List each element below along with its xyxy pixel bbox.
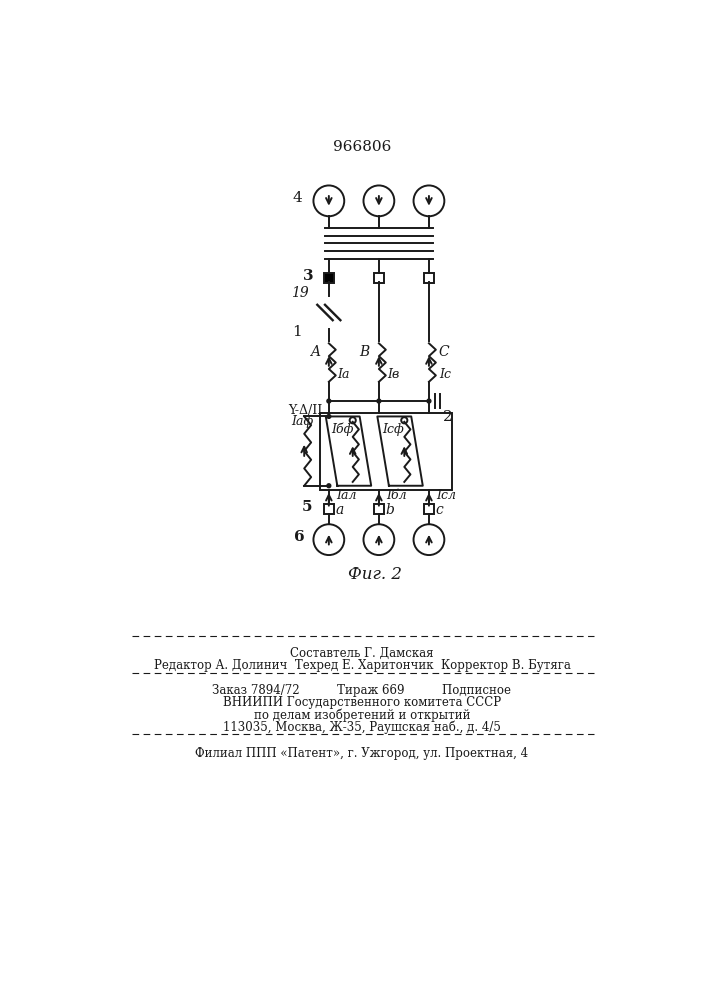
Text: Iа: Iа: [337, 368, 350, 381]
Text: Составтель Г. Дамская: Составтель Г. Дамская: [290, 647, 433, 660]
Bar: [424, 504, 434, 514]
Bar: [374, 504, 384, 514]
Text: Iбл: Iбл: [386, 489, 407, 502]
Text: Y-Δ/ΙΙ: Y-Δ/ΙΙ: [288, 404, 322, 417]
Circle shape: [327, 415, 331, 418]
Text: Iс: Iс: [439, 368, 451, 381]
Text: 966806: 966806: [333, 140, 391, 154]
Circle shape: [377, 399, 381, 403]
Circle shape: [327, 484, 331, 488]
Text: Заказ 7894/72          Тираж 669          Подписное: Заказ 7894/72 Тираж 669 Подписное: [212, 684, 511, 697]
Text: 5: 5: [301, 500, 312, 514]
Bar: [320, 413, 452, 490]
Text: 4: 4: [292, 191, 302, 205]
Text: 113035, Москва, Ж-35, Раушская наб., д. 4/5: 113035, Москва, Ж-35, Раушская наб., д. …: [223, 721, 501, 734]
Text: 19: 19: [291, 286, 308, 300]
Bar: [324, 504, 334, 514]
Text: Iал: Iал: [336, 489, 356, 502]
Text: ВНИИПИ Государственного комитета СССР: ВНИИПИ Государственного комитета СССР: [223, 696, 501, 709]
Text: Фиг. 2: Фиг. 2: [348, 566, 402, 583]
Text: Iсл: Iсл: [436, 489, 456, 502]
Text: c: c: [436, 503, 443, 517]
Text: a: a: [336, 503, 344, 517]
Bar: [424, 273, 434, 283]
Text: A: A: [310, 345, 320, 359]
Text: Iбф: Iбф: [331, 422, 353, 436]
Text: Редактор А. Долинич  Техред Е. Харитончик  Корректор В. Бутяга: Редактор А. Долинич Техред Е. Харитончик…: [153, 659, 571, 672]
Text: 1: 1: [292, 325, 302, 339]
Bar: [374, 273, 384, 283]
Text: Iаф: Iаф: [291, 415, 313, 428]
Bar: [324, 273, 334, 283]
Circle shape: [427, 399, 431, 403]
Text: Iсф: Iсф: [382, 423, 404, 436]
Circle shape: [327, 399, 331, 403]
Text: Филиал ППП «Патент», г. Ужгород, ул. Проектная, 4: Филиал ППП «Патент», г. Ужгород, ул. Про…: [195, 747, 529, 760]
Text: B: B: [359, 345, 370, 359]
Text: b: b: [386, 503, 395, 517]
Text: 6: 6: [293, 530, 304, 544]
Text: C: C: [439, 345, 450, 359]
Text: 2: 2: [443, 410, 452, 424]
Text: по делам изобретений и открытий: по делам изобретений и открытий: [254, 708, 470, 722]
Text: Iв: Iв: [387, 368, 399, 381]
Text: 3: 3: [303, 269, 313, 283]
